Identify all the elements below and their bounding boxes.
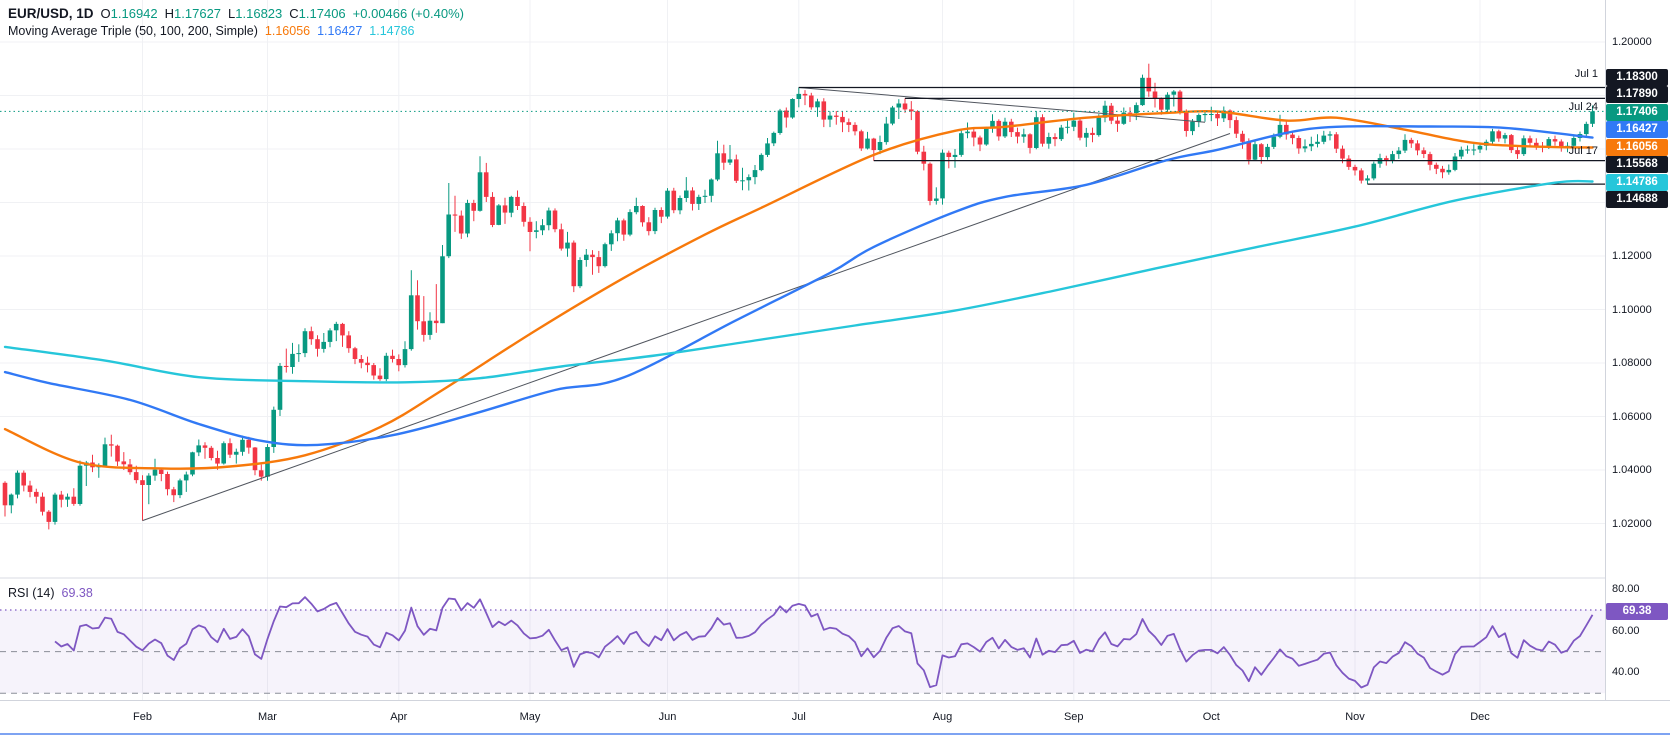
price-badge-1.16056: 1.16056 bbox=[1606, 138, 1668, 156]
price-badge-1.14688: 1.14688 bbox=[1606, 191, 1668, 209]
time-axis-month-Mar[interactable]: Mar bbox=[258, 711, 277, 723]
price-tick-label: 1.02000 bbox=[1612, 517, 1652, 530]
time-axis-month-Jun[interactable]: Jun bbox=[658, 711, 677, 723]
price-badge-1.17890: 1.17890 bbox=[1606, 86, 1668, 104]
ohlc-open: O1.16942 bbox=[100, 6, 158, 21]
hline-date-label: Jul 17 bbox=[1568, 144, 1598, 157]
price-badge-1.15568: 1.15568 bbox=[1606, 156, 1668, 174]
time-axis-month-Sep[interactable]: Sep bbox=[1063, 711, 1084, 723]
symbol-title: EUR/USD, 1D bbox=[8, 6, 94, 21]
price-badge-1.18300: 1.18300 bbox=[1606, 68, 1668, 86]
time-axis[interactable] bbox=[0, 700, 1670, 734]
hline-date-label: Jul 1 bbox=[1574, 68, 1598, 81]
ma200-value: 1.14786 bbox=[369, 24, 415, 38]
time-axis-month-May[interactable]: May bbox=[519, 711, 541, 723]
ma50-value: 1.16056 bbox=[264, 24, 311, 38]
candlestick-series bbox=[2, 63, 1595, 530]
rsi-tick-label: 40.00 bbox=[1612, 666, 1640, 679]
change-value: +0.00466 (+0.40%) bbox=[352, 6, 464, 21]
price-badge-1.17406: 1.17406 bbox=[1606, 103, 1668, 121]
rsi-legend-row[interactable]: RSI (14) 69.38 bbox=[8, 586, 93, 600]
price-badge-1.14786: 1.14786 bbox=[1606, 173, 1668, 191]
rsi-value: 69.38 bbox=[61, 586, 93, 600]
time-axis-month-Feb[interactable]: Feb bbox=[133, 711, 152, 723]
bottom-toolbar-edge bbox=[0, 733, 1670, 735]
rsi-title: RSI (14) bbox=[8, 586, 55, 600]
ohlc-close: C1.17406 bbox=[289, 6, 346, 21]
time-axis-month-Jul[interactable]: Jul bbox=[791, 711, 806, 723]
price-tick-label: 1.10000 bbox=[1612, 303, 1652, 316]
price-tick-label: 1.20000 bbox=[1612, 36, 1652, 48]
price-tick-label: 1.06000 bbox=[1612, 410, 1652, 423]
time-axis-month-Dec[interactable]: Dec bbox=[1470, 711, 1490, 723]
ohlc-high: H1.17627 bbox=[164, 6, 222, 21]
time-axis-month-Oct[interactable]: Oct bbox=[1202, 711, 1220, 723]
ma-indicator-title: Moving Average Triple (50, 100, 200, Sim… bbox=[8, 24, 258, 38]
rsi-tick-label: 60.00 bbox=[1612, 624, 1640, 637]
hline-date-label: Jul 24 bbox=[1568, 101, 1598, 114]
symbol-legend-row[interactable]: EUR/USD, 1D O1.16942 H1.17627 L1.16823 C… bbox=[8, 6, 464, 21]
ma100-value: 1.16427 bbox=[317, 24, 363, 38]
time-axis-month-Apr[interactable]: Apr bbox=[390, 711, 408, 723]
rsi-line bbox=[54, 596, 1594, 689]
price-badge-1.16427: 1.16427 bbox=[1606, 121, 1668, 139]
price-tick-label: 1.04000 bbox=[1612, 464, 1652, 476]
time-axis-month-Nov[interactable]: Nov bbox=[1345, 711, 1365, 723]
rsi-value-badge: 69.38 bbox=[1606, 602, 1668, 620]
ma-indicator-legend-row[interactable]: Moving Average Triple (50, 100, 200, Sim… bbox=[8, 24, 414, 38]
rsi-tick-label: 80.00 bbox=[1612, 583, 1640, 596]
time-axis-month-Aug[interactable]: Aug bbox=[932, 711, 953, 723]
price-tick-label: 1.12000 bbox=[1612, 250, 1652, 262]
price-tick-label: 1.08000 bbox=[1612, 357, 1652, 369]
ohlc-low: L1.16823 bbox=[228, 6, 283, 21]
